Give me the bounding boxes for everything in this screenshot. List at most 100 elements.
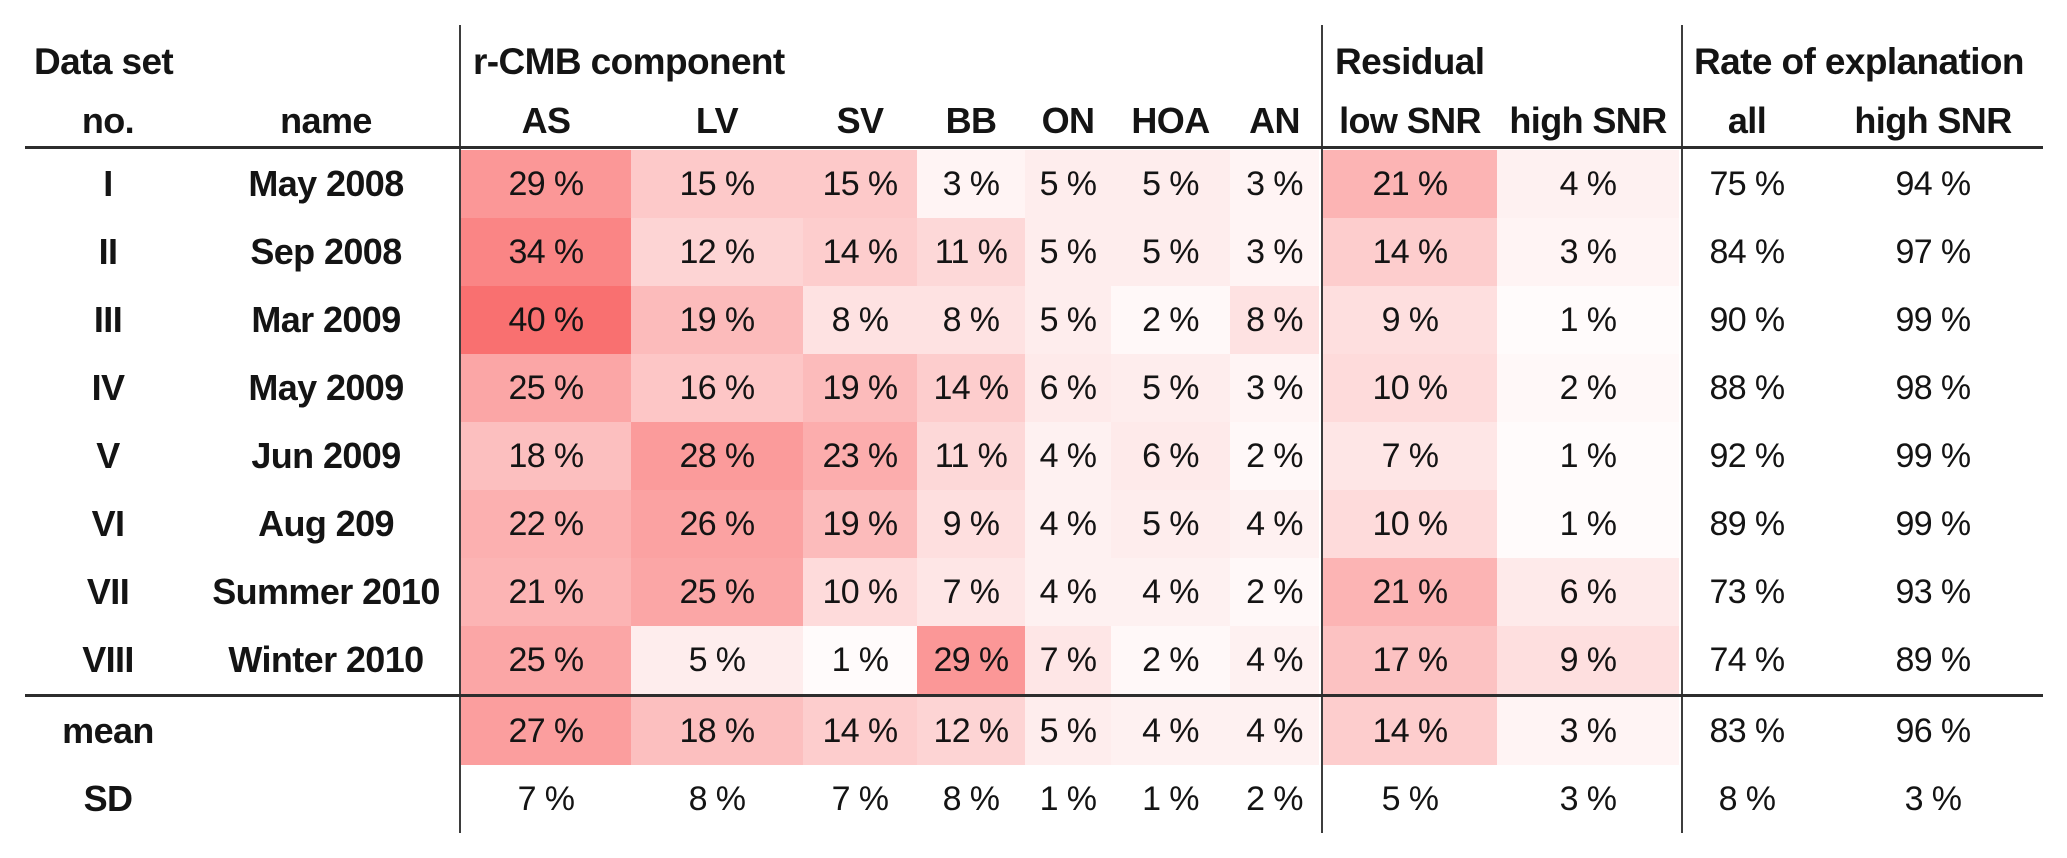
cell-iii-as: 40 % <box>461 286 631 354</box>
cell-sd-residual-high-snr: 3 % <box>1559 780 1617 818</box>
cell-viii-lv: 5 % <box>631 626 803 694</box>
cell-vii-rate-high-snr: 93 % <box>1895 573 1971 611</box>
cell-v-bb: 11 % <box>917 422 1025 490</box>
cell-vii-as: 21 % <box>461 558 631 626</box>
cell-sd-rate-high-snr: 3 % <box>1904 780 1962 818</box>
cell-viii-rate-all: 74 % <box>1709 641 1785 679</box>
column-header-no: no. <box>81 100 135 141</box>
cell-vi-hoa: 5 % <box>1111 490 1230 558</box>
cell-mean-sv: 14 % <box>803 697 917 765</box>
cell-ii-hoa: 5 % <box>1111 218 1230 286</box>
cell-vi-rate-all: 89 % <box>1709 505 1785 543</box>
cell-iv-sv: 19 % <box>803 354 917 422</box>
cell-vi-sv: 19 % <box>803 490 917 558</box>
cell-mean-residual-low-snr: 14 % <box>1323 697 1497 765</box>
column-header-as: AS <box>521 100 571 141</box>
cell-v-an: 2 % <box>1230 422 1319 490</box>
header-rule <box>25 146 2043 149</box>
cell-viii-as: 25 % <box>461 626 631 694</box>
cell-sd-bb: 8 % <box>942 780 1000 818</box>
divider-dataset-component <box>459 25 461 833</box>
cell-sd-as: 7 % <box>517 780 575 818</box>
section-title-rate-of-explanation: Rate of explanation <box>1694 41 2024 82</box>
cell-iv-bb: 14 % <box>917 354 1025 422</box>
cell-mean-lv: 18 % <box>631 697 803 765</box>
cell-sd-on: 1 % <box>1039 780 1097 818</box>
row-label-no-i: I <box>103 163 113 204</box>
cell-viii-sv: 1 % <box>803 626 917 694</box>
row-label-no-iv: IV <box>91 367 125 408</box>
section-title-residual: Residual <box>1335 41 1485 82</box>
cell-i-hoa: 5 % <box>1111 150 1230 218</box>
cell-viii-bb: 29 % <box>917 626 1025 694</box>
cell-v-residual-low-snr: 7 % <box>1323 422 1497 490</box>
cell-i-sv: 15 % <box>803 150 917 218</box>
row-label-name-v: Jun 2009 <box>251 435 401 476</box>
cell-iii-residual-low-snr: 9 % <box>1323 286 1497 354</box>
cell-viii-an: 4 % <box>1230 626 1319 694</box>
cell-sd-hoa: 1 % <box>1142 780 1199 818</box>
cell-iv-rate-high-snr: 98 % <box>1895 369 1971 407</box>
cell-viii-on: 7 % <box>1025 626 1111 694</box>
row-label-no-ii: II <box>98 231 118 272</box>
cell-ii-an: 3 % <box>1230 218 1319 286</box>
cell-v-residual-high-snr: 1 % <box>1497 422 1679 490</box>
cell-vii-hoa: 4 % <box>1111 558 1230 626</box>
cell-iv-on: 6 % <box>1025 354 1111 422</box>
column-header-an: AN <box>1249 100 1300 141</box>
cell-iii-rate-high-snr: 99 % <box>1895 301 1971 339</box>
cell-v-rate-high-snr: 99 % <box>1895 437 1971 475</box>
column-header-rate-all: all <box>1727 100 1767 141</box>
row-label-no-iii: III <box>93 299 123 340</box>
cell-ii-residual-high-snr: 3 % <box>1497 218 1679 286</box>
cell-mean-on: 5 % <box>1025 697 1111 765</box>
column-header-residual-high-snr: high SNR <box>1509 100 1667 141</box>
cell-mean-residual-high-snr: 3 % <box>1497 697 1679 765</box>
cell-iv-hoa: 5 % <box>1111 354 1230 422</box>
section-title-rcmb-component: r-CMB component <box>473 41 785 82</box>
cell-vii-rate-all: 73 % <box>1709 573 1785 611</box>
row-label-name-iii: Mar 2009 <box>251 299 401 340</box>
cell-sd-an: 2 % <box>1246 780 1303 818</box>
cell-iii-lv: 19 % <box>631 286 803 354</box>
cell-mean-hoa: 4 % <box>1111 697 1230 765</box>
cell-i-as: 29 % <box>461 150 631 218</box>
column-header-name: name <box>280 100 372 141</box>
row-label-no-viii: VIII <box>82 639 134 680</box>
cell-ii-lv: 12 % <box>631 218 803 286</box>
cell-vi-residual-low-snr: 10 % <box>1323 490 1497 558</box>
row-label-no-vi: VI <box>91 503 125 544</box>
cell-iv-residual-low-snr: 10 % <box>1323 354 1497 422</box>
cell-sd-lv: 8 % <box>688 780 746 818</box>
row-label-name-ii: Sep 2008 <box>250 231 402 272</box>
cell-viii-residual-high-snr: 9 % <box>1497 626 1679 694</box>
cell-v-lv: 28 % <box>631 422 803 490</box>
cell-viii-hoa: 2 % <box>1111 626 1230 694</box>
cell-i-residual-low-snr: 21 % <box>1323 150 1497 218</box>
cell-iii-sv: 8 % <box>803 286 917 354</box>
cell-vii-residual-low-snr: 21 % <box>1323 558 1497 626</box>
cell-v-as: 18 % <box>461 422 631 490</box>
cell-vii-sv: 10 % <box>803 558 917 626</box>
row-label-no-vii: VII <box>86 571 130 612</box>
divider-residual-rate <box>1681 25 1683 833</box>
cell-iv-rate-all: 88 % <box>1709 369 1785 407</box>
cell-vii-bb: 7 % <box>917 558 1025 626</box>
cell-mean-an: 4 % <box>1230 697 1319 765</box>
cell-vii-residual-high-snr: 6 % <box>1497 558 1679 626</box>
cell-iv-residual-high-snr: 2 % <box>1497 354 1679 422</box>
cell-ii-rate-all: 84 % <box>1709 233 1785 271</box>
cell-iv-an: 3 % <box>1230 354 1319 422</box>
column-header-rate-high-snr: high SNR <box>1854 100 2012 141</box>
cell-iii-rate-all: 90 % <box>1709 301 1785 339</box>
cell-sd-sv: 7 % <box>831 780 889 818</box>
row-label-name-vii: Summer 2010 <box>212 571 440 612</box>
cell-viii-rate-high-snr: 89 % <box>1895 641 1971 679</box>
cell-mean-bb: 12 % <box>917 697 1025 765</box>
column-header-bb: BB <box>945 100 997 141</box>
cell-iv-as: 25 % <box>461 354 631 422</box>
row-label-name-vi: Aug 209 <box>258 503 394 544</box>
cell-vi-residual-high-snr: 1 % <box>1497 490 1679 558</box>
cell-ii-as: 34 % <box>461 218 631 286</box>
